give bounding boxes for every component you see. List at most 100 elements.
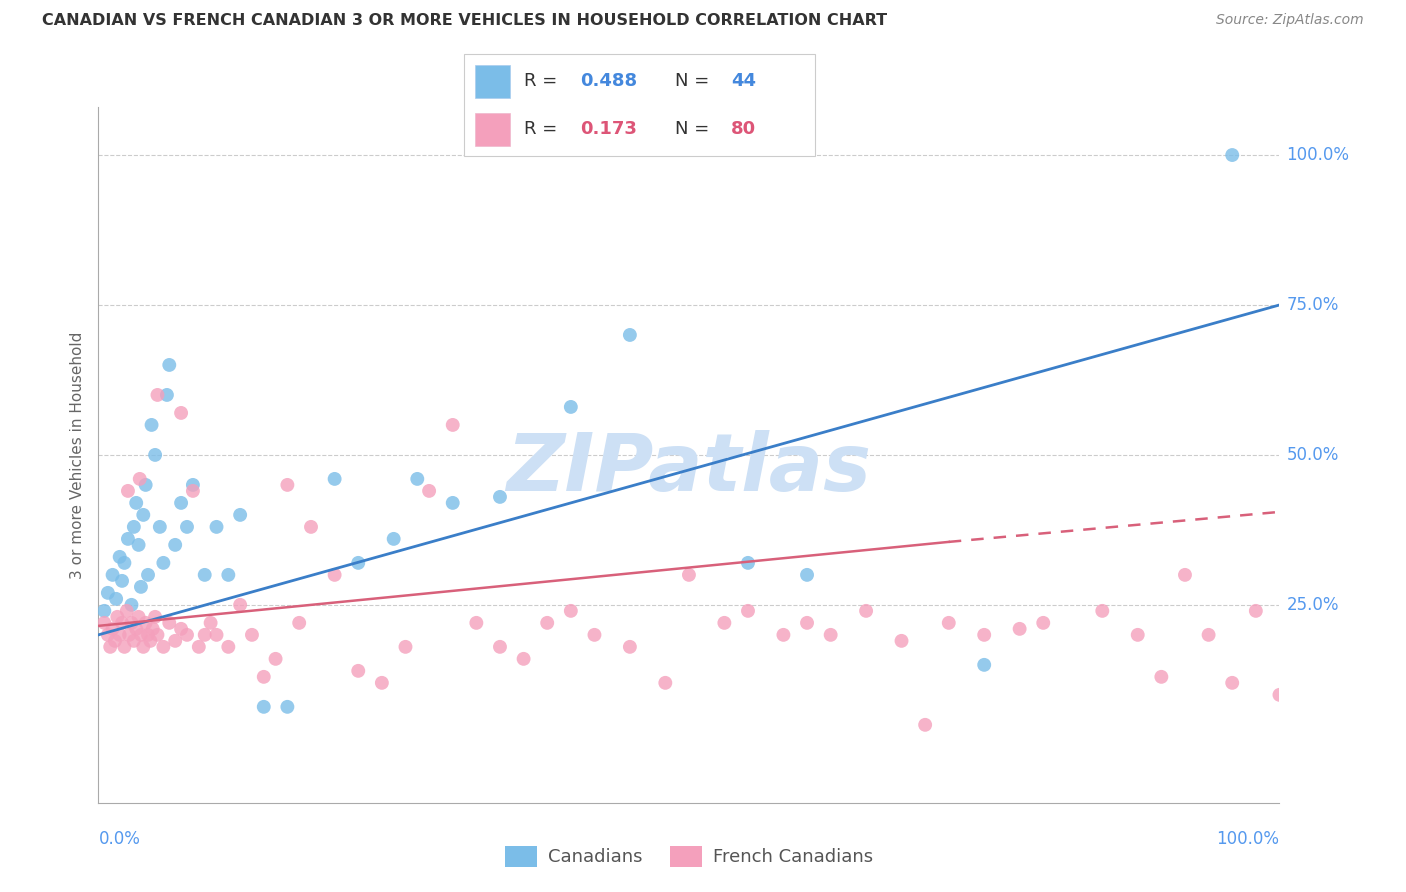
Point [139,633,162,648]
Point [194,567,217,582]
Point [382,532,405,546]
Point [253,699,276,714]
Point [512,652,534,666]
Point [1174,567,1197,582]
Point [111,615,134,630]
Point [276,478,298,492]
Point [820,628,842,642]
Point [264,652,287,666]
Point [347,664,370,678]
Point [713,615,735,630]
Point [1220,676,1243,690]
Point [132,508,155,522]
Point [122,633,145,648]
Point [371,676,394,690]
Point [121,598,143,612]
Point [165,633,187,648]
Point [122,520,145,534]
Point [181,483,204,498]
Text: 50.0%: 50.0% [1286,446,1339,464]
Point [299,520,322,534]
Point [117,483,139,498]
Point [560,400,582,414]
Point [973,628,995,642]
Point [205,520,228,534]
Point [796,567,818,582]
Point [441,417,464,432]
Point [253,670,276,684]
Point [125,622,148,636]
Point [112,640,135,654]
Point [141,417,163,432]
Point [149,520,172,534]
Text: N =: N = [675,72,714,90]
Point [165,538,187,552]
Point [418,483,440,498]
Point [973,657,995,672]
Point [181,478,204,492]
Point [135,615,157,630]
Point [737,556,759,570]
Point [217,640,239,654]
Point [115,604,138,618]
Y-axis label: 3 or more Vehicles in Household: 3 or more Vehicles in Household [70,331,86,579]
Point [560,604,582,618]
Point [156,388,179,402]
Point [118,628,141,642]
Point [489,640,512,654]
Text: 75.0%: 75.0% [1286,296,1339,314]
Point [93,604,115,618]
Point [187,640,209,654]
Point [101,567,124,582]
Point [1126,628,1149,642]
Point [176,520,198,534]
Point [890,633,912,648]
Point [406,472,429,486]
Point [105,610,128,624]
Point [796,615,818,630]
Point [105,591,128,606]
Point [128,472,150,486]
Point [205,628,228,642]
Point [1244,604,1267,618]
Point [129,580,152,594]
Point [97,628,120,642]
Point [288,615,311,630]
Text: 80: 80 [731,120,756,138]
Point [128,538,150,552]
Point [152,640,174,654]
Point [323,472,346,486]
Point [229,598,252,612]
Point [146,628,169,642]
Point [394,640,416,654]
Point [323,567,346,582]
Text: 0.0%: 0.0% [98,830,141,847]
Point [200,615,222,630]
Point [170,406,193,420]
Point [240,628,263,642]
Legend: Canadians, French Canadians: Canadians, French Canadians [498,838,880,874]
Point [108,549,131,564]
Point [737,604,759,618]
FancyBboxPatch shape [464,54,815,156]
Point [135,478,157,492]
Point [229,508,252,522]
Point [98,640,121,654]
Point [276,699,298,714]
Point [489,490,512,504]
Point [619,640,641,654]
Point [619,328,641,343]
Text: 44: 44 [731,72,756,90]
Point [347,556,370,570]
Text: N =: N = [675,120,714,138]
Point [176,628,198,642]
Point [136,567,159,582]
Point [772,628,794,642]
Text: ZIPatlas: ZIPatlas [506,430,872,508]
Point [654,676,676,690]
Point [93,615,115,630]
Point [465,615,488,630]
Text: R =: R = [524,120,568,138]
Point [143,610,166,624]
Point [125,496,148,510]
